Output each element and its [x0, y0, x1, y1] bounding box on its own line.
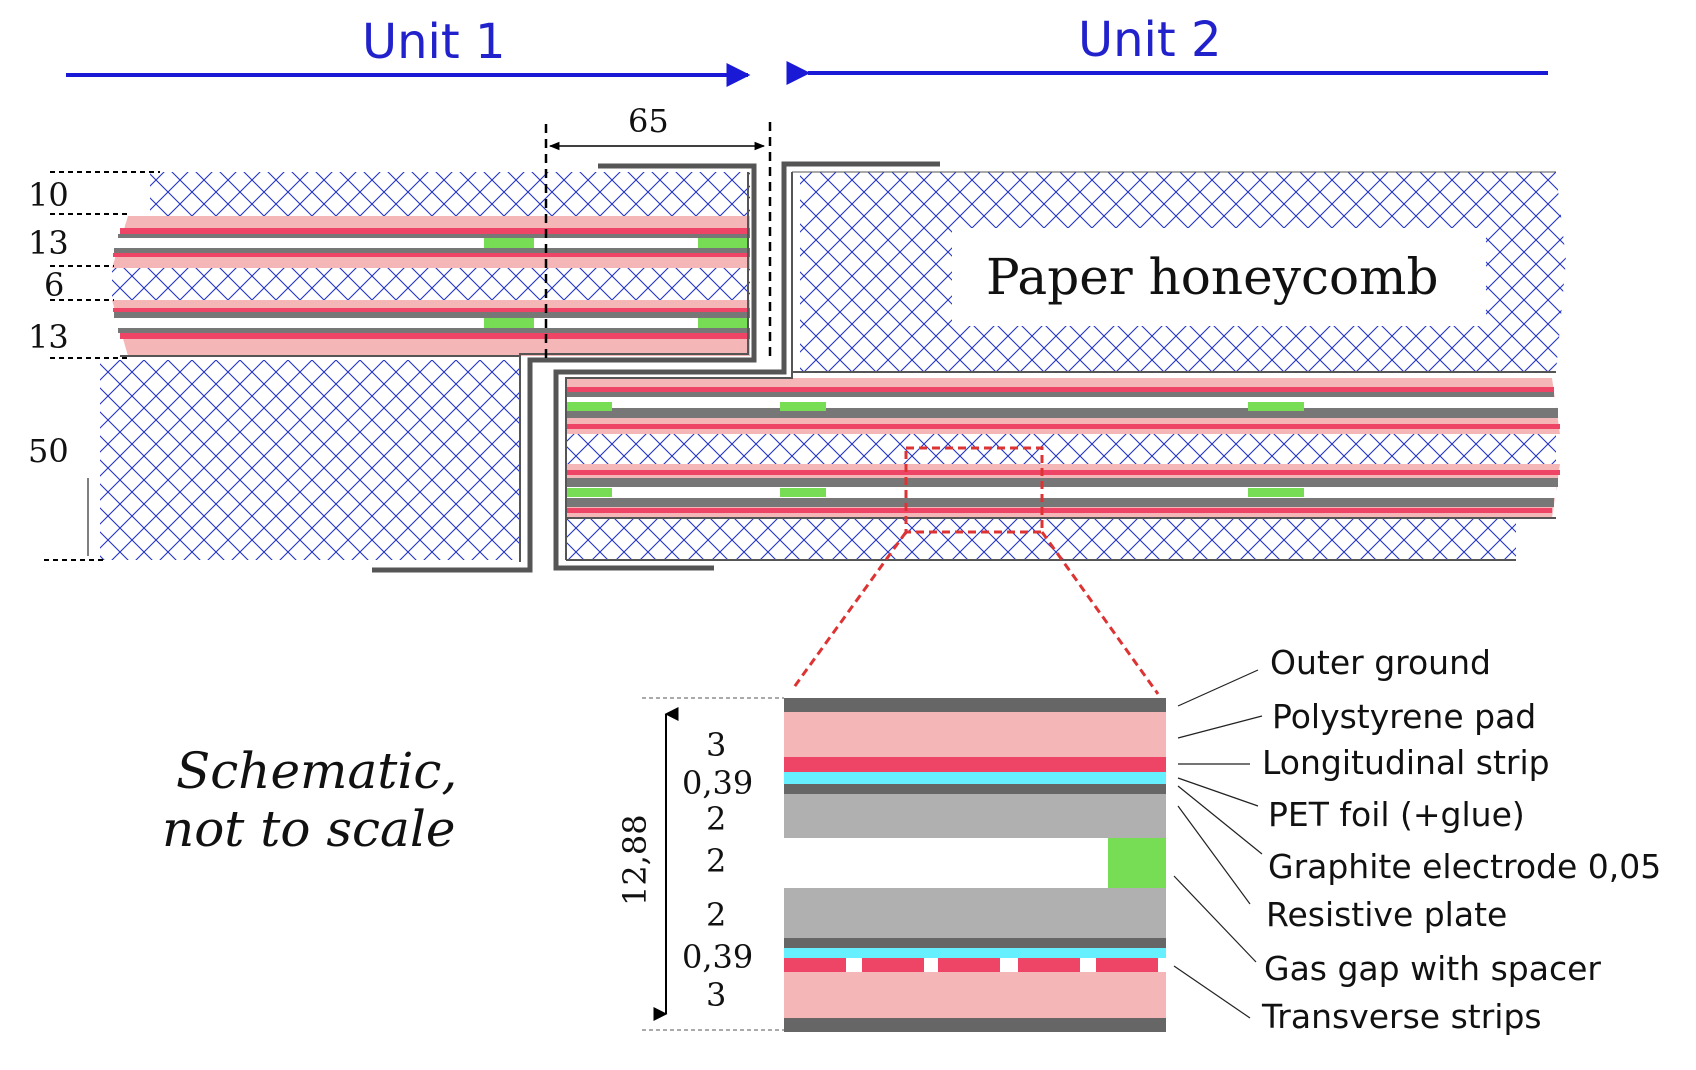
detail-cross-section: 12,88 3 0,39 2 2 2 0,39 3: [616, 697, 1166, 1032]
detail-outer-ground-top: [784, 698, 1166, 712]
unit2-spacer-2b: [780, 488, 826, 497]
unit1-rpc-2: [112, 300, 750, 356]
detail-outer-ground-bottom: [784, 1018, 1166, 1032]
legend-outer-ground: Outer ground: [1270, 643, 1491, 682]
unit2-spacer-1b: [780, 402, 826, 411]
dimension-annotations: 10 13 6 13 50 65: [28, 102, 772, 561]
detail-dim-1: 3: [706, 726, 726, 764]
unit1-spacer-1b: [698, 238, 748, 248]
unit2-spacer-1c: [1248, 402, 1304, 411]
dim-layer-2: 13: [28, 224, 69, 262]
legend-resistive-plate: Resistive plate: [1266, 895, 1507, 934]
legend-longitudinal-strip: Longitudinal strip: [1262, 743, 1550, 782]
unit1-spacer-2b: [698, 318, 748, 328]
unit2-spacer-2a: [566, 488, 612, 497]
detail-pad-bottom: [784, 972, 1166, 1018]
detail-resistive-bottom: [784, 888, 1166, 938]
unit2-spacer-1a: [566, 402, 612, 411]
unit1-honeycomb-bottom: [100, 360, 520, 560]
detail-transverse-strip-1: [784, 958, 846, 972]
dim-layer-4: 13: [28, 318, 69, 356]
unit2-ground-shell: [553, 161, 940, 571]
unit2-rpc-1: [566, 378, 1560, 434]
detail-gas-gap: [784, 838, 1166, 888]
detail-longitudinal-strip: [784, 757, 1166, 772]
unit1-spacer-2a: [484, 318, 534, 328]
zoom-callout: [790, 446, 1160, 695]
detail-dim-5: 2: [706, 896, 726, 934]
schematic-note: Schematic, not to scale: [162, 742, 457, 858]
unit1-honeycomb-top: [150, 172, 750, 216]
detail-dim-2: 0,39: [682, 764, 753, 802]
detail-transverse-strip-2: [862, 958, 924, 972]
unit1-honeycomb-mid: [112, 268, 750, 300]
note-line-1: Schematic,: [176, 742, 457, 800]
detail-resistive-top: [784, 794, 1166, 838]
detail-spacer: [1108, 838, 1166, 888]
detail-dim-6: 0,39: [682, 938, 753, 976]
detail-graphite-bottom: [784, 938, 1166, 948]
unit2-stack: Paper honeycomb: [553, 161, 1566, 571]
detail-transverse-strip-5: [1096, 958, 1158, 972]
note-line-2: not to scale: [162, 800, 455, 858]
detail-dim-3: 2: [706, 800, 726, 838]
legend-pet-foil: PET foil (+glue): [1268, 795, 1525, 834]
detail-dim-4: 2: [706, 842, 726, 880]
unit1-spacer-1a: [484, 238, 534, 248]
unit2-rpc-2: [566, 464, 1560, 518]
legend: Outer ground Polystyrene pad Longitudina…: [1173, 643, 1661, 1036]
dim-layer-1: 10: [28, 176, 69, 214]
detail-transverse-strip-3: [938, 958, 1000, 972]
unit-arrows: Unit 1 Unit 2: [66, 12, 1548, 87]
legend-transverse-strips: Transverse strips: [1261, 997, 1542, 1036]
legend-graphite-electrode: Graphite electrode 0,05: [1268, 847, 1661, 886]
legend-gas-gap: Gas gap with spacer: [1264, 949, 1601, 988]
overlap-dimension: 65: [628, 102, 669, 140]
detail-total-height: 12,88: [616, 814, 654, 906]
unit1-rpc-1: [112, 216, 750, 268]
legend-polystyrene-pad: Polystyrene pad: [1272, 697, 1536, 736]
unit2-honeycomb-top: [800, 172, 1566, 372]
detail-pad-top: [784, 712, 1166, 757]
dim-layer-5: 50: [28, 432, 69, 470]
dim-layer-3: 6: [44, 266, 64, 304]
detail-dim-7: 3: [706, 976, 726, 1014]
detail-graphite-top: [784, 784, 1166, 794]
unit2-label: Unit 2: [1078, 12, 1222, 68]
unit2-spacer-2c: [1248, 488, 1304, 497]
unit1-ground-shell: [372, 163, 757, 573]
unit1-label: Unit 1: [362, 14, 506, 70]
detail-pet-bottom: [784, 948, 1166, 958]
unit2-honeycomb-mid: [566, 434, 1556, 464]
detail-transverse-strip-4: [1018, 958, 1080, 972]
detail-pet-top: [784, 772, 1166, 784]
paper-honeycomb-label: Paper honeycomb: [986, 248, 1438, 306]
zoom-region: [904, 446, 1044, 534]
unit1-stack: [100, 163, 757, 573]
